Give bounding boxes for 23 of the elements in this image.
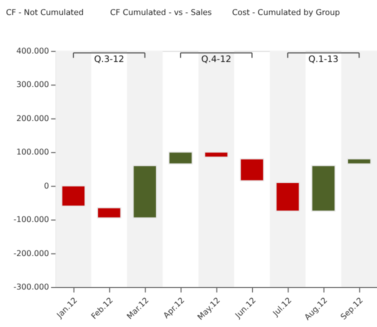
y-tick-label: 100.000 — [16, 148, 50, 157]
bar — [347, 158, 372, 164]
text: CF - Not Cumulated — [6, 8, 84, 18]
y-tick-label: -200.000 — [13, 248, 50, 258]
bar — [61, 185, 86, 207]
bar — [132, 165, 157, 218]
y-tick-label: 300.000 — [16, 80, 50, 90]
bar — [240, 158, 264, 182]
annotation: Q.4-12 — [201, 54, 232, 65]
y-tick-label: -100.000 — [13, 215, 50, 224]
y-tick-label: -300.000 — [13, 282, 50, 292]
bar — [168, 152, 193, 164]
annotation: Q.3-12 — [94, 54, 124, 65]
bar — [97, 207, 122, 218]
y-tick-label: 0 — [44, 181, 50, 190]
y-tick-label: 400.000 — [16, 46, 50, 56]
text: CF Cumulated - vs - Sales — [110, 8, 212, 18]
text: Cost - Cumulated by Group — [232, 8, 340, 18]
bar — [204, 152, 228, 158]
y-tick-label: 200.000 — [16, 114, 50, 123]
bar — [311, 165, 336, 212]
annotation: Q.1-13 — [308, 54, 338, 65]
bar — [276, 182, 300, 212]
